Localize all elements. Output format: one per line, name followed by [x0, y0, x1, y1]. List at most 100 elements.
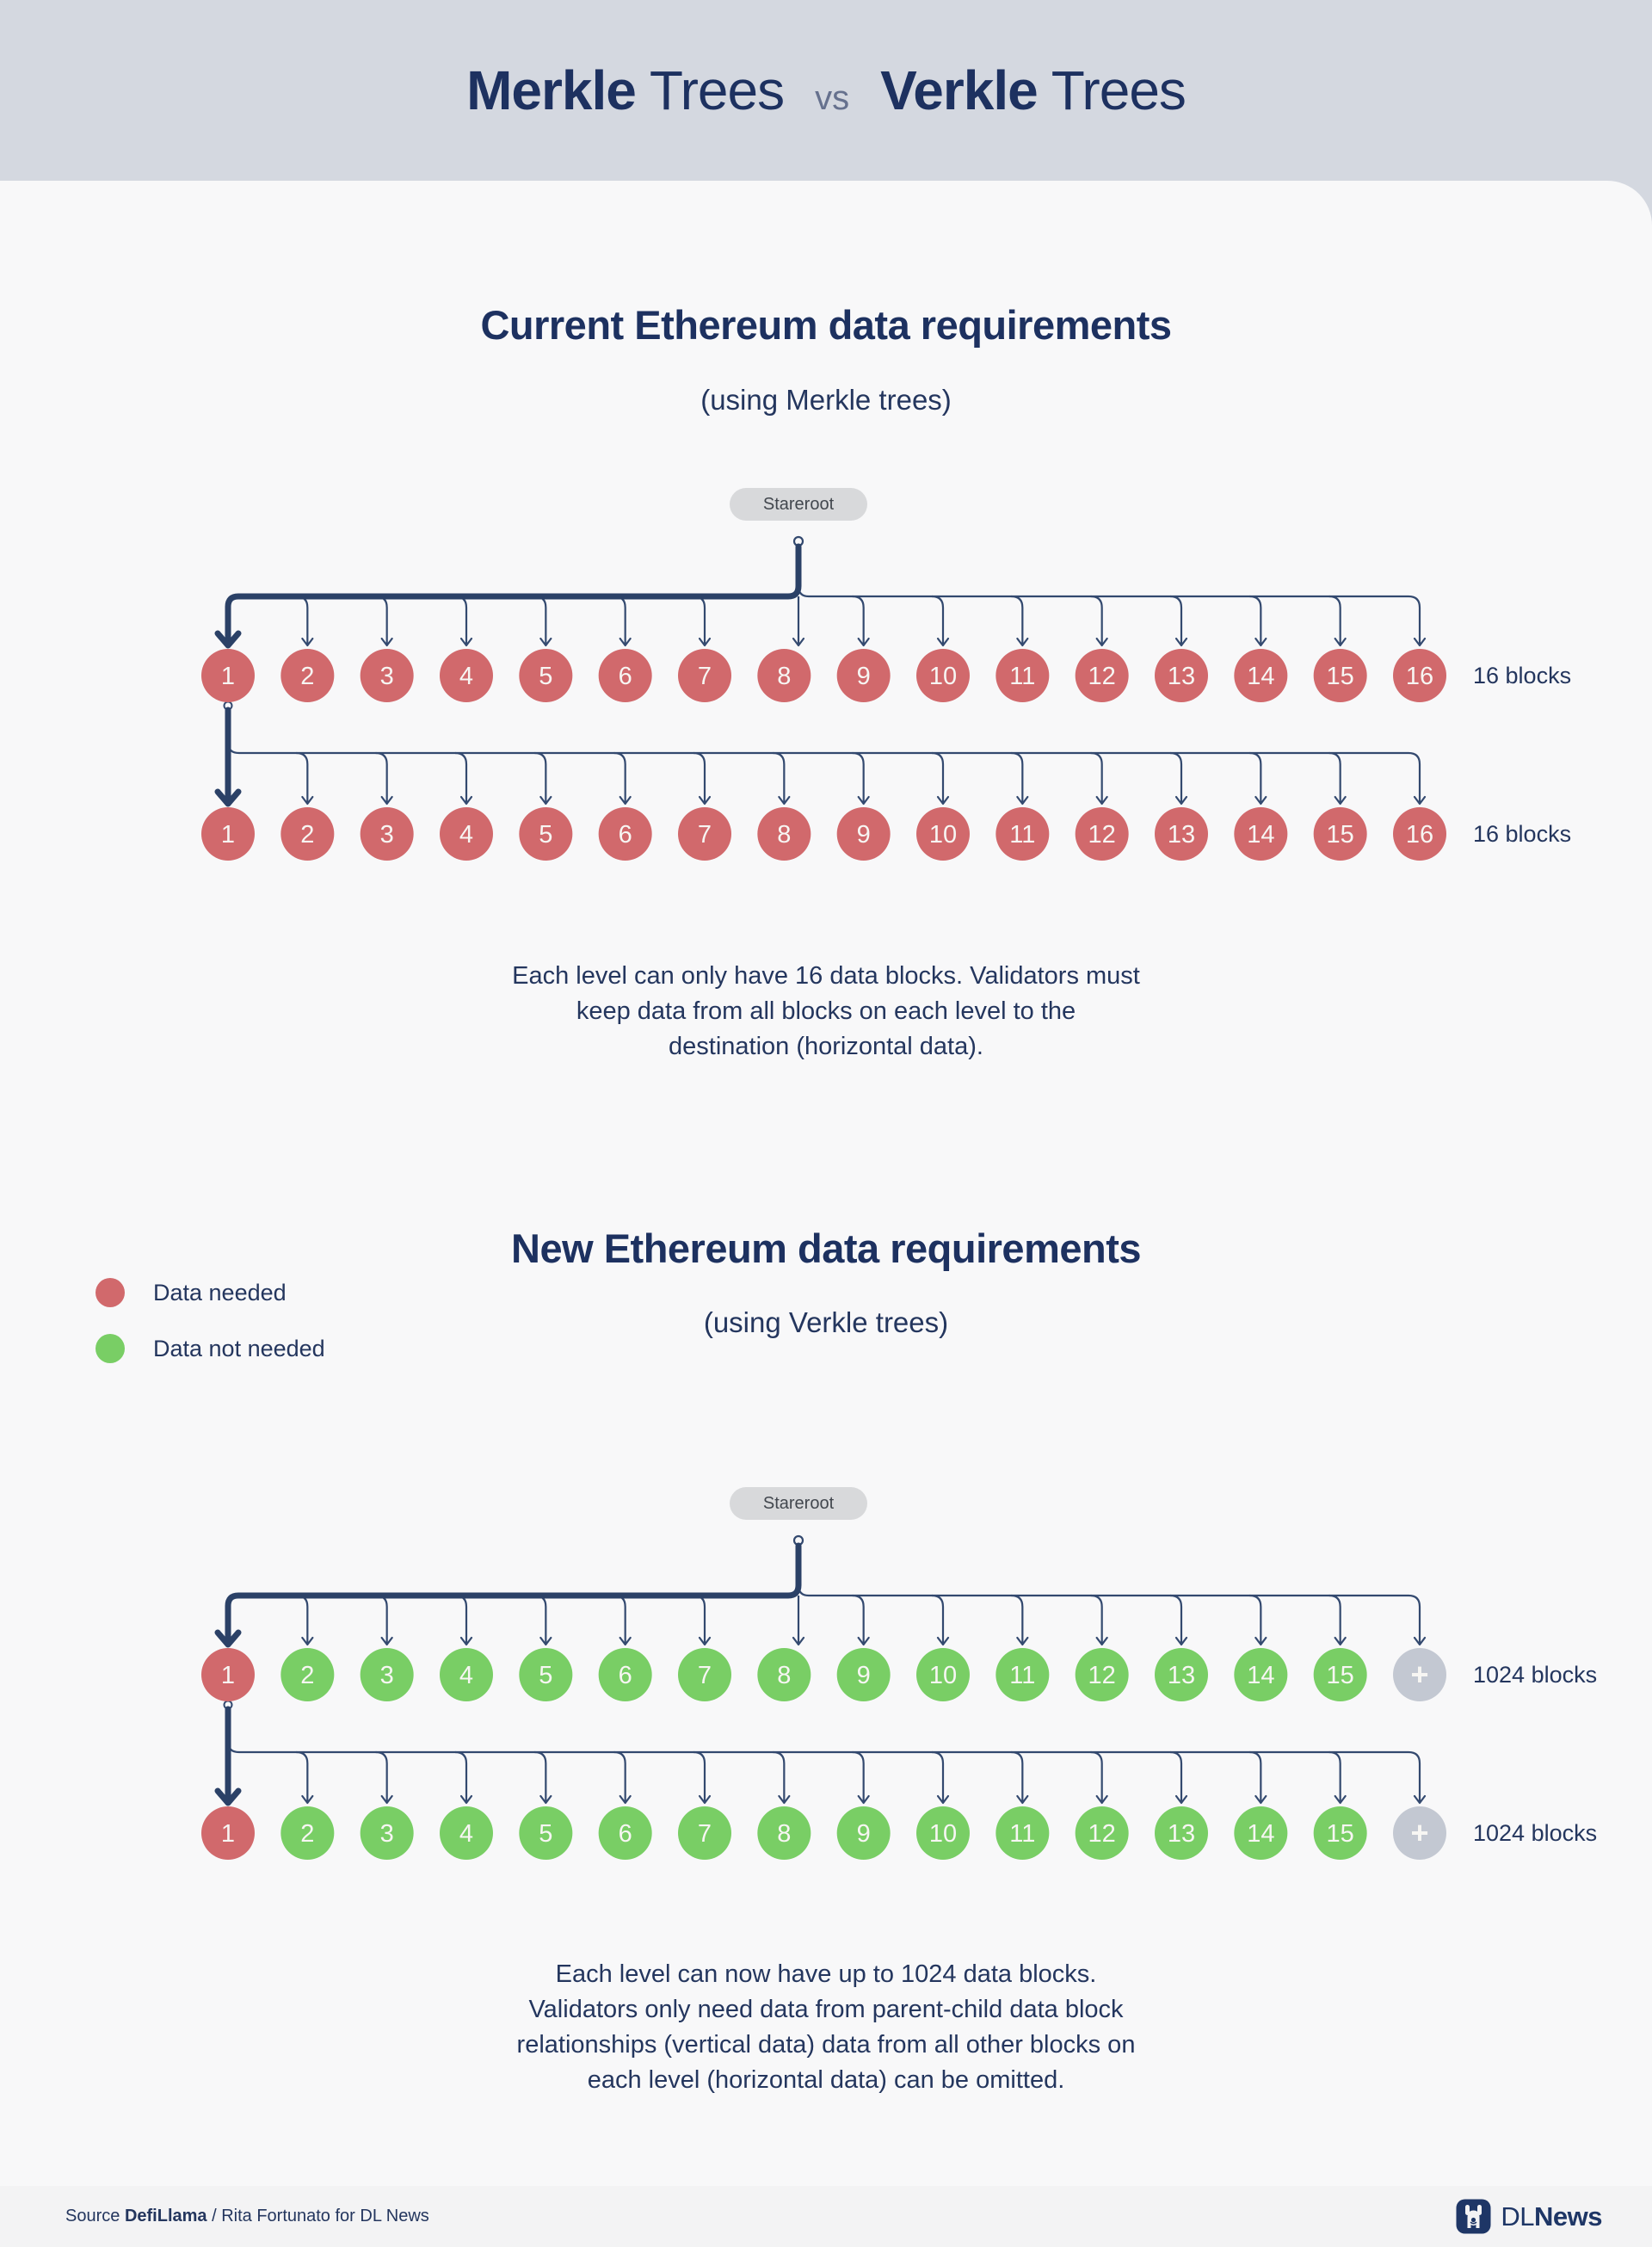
data-block-needed — [1155, 807, 1208, 861]
data-block-not_needed — [916, 1806, 970, 1860]
data-block-label: 10 — [929, 1820, 957, 1848]
arrowhead — [301, 1794, 314, 1805]
data-block-label: 1 — [221, 663, 235, 690]
arrowhead — [301, 637, 314, 647]
arrowhead — [619, 795, 632, 806]
branch-drop — [1328, 595, 1341, 644]
data-block-not_needed — [519, 1806, 573, 1860]
arrowhead — [1174, 1636, 1188, 1646]
data-block-label: 13 — [1168, 1820, 1195, 1848]
row-count-label: 1024 blocks — [1473, 1662, 1597, 1688]
branch-drop — [1249, 1594, 1262, 1643]
branch-drop — [852, 751, 865, 802]
data-block-needed — [1313, 649, 1367, 702]
data-block-not_needed — [360, 1806, 414, 1860]
data-block-needed — [360, 807, 414, 861]
arrowhead — [857, 795, 870, 806]
data-block-label: 10 — [929, 1662, 957, 1689]
data-block-label: 8 — [777, 1820, 791, 1848]
data-block-label: 11 — [1009, 1820, 1035, 1848]
data-block-label: 4 — [459, 1820, 473, 1848]
arrowhead — [698, 795, 712, 806]
data-block-label: 16 — [1406, 663, 1433, 690]
data-block-label: 3 — [380, 663, 394, 690]
description-line: keep data from all blocks on each level … — [576, 997, 1076, 1025]
data-not-needed-dot — [96, 1334, 125, 1363]
data-block-not_needed — [996, 1648, 1050, 1701]
row1-trunk — [797, 585, 1421, 644]
data-block-not_needed — [280, 1648, 335, 1701]
branch-drop — [613, 595, 626, 644]
legend-label: Data not needed — [153, 1335, 325, 1361]
data-block-needed — [1234, 649, 1288, 702]
branch-drop — [375, 1594, 388, 1643]
data-block-not_needed — [440, 1648, 493, 1701]
data-block-label: 14 — [1247, 663, 1274, 690]
branch-drop — [454, 1594, 468, 1643]
description-line: destination (horizontal data). — [669, 1033, 983, 1060]
row1-trunk — [797, 1584, 1421, 1643]
branch-drop — [1011, 1594, 1024, 1643]
arrowhead — [539, 795, 552, 806]
data-block-label: 6 — [619, 1662, 632, 1689]
data-block-label: 12 — [1088, 1662, 1116, 1689]
data-block-needed — [996, 807, 1050, 861]
data-block-label: 14 — [1247, 1820, 1274, 1848]
arrowhead — [301, 795, 314, 806]
data-block-label: 14 — [1247, 821, 1274, 849]
data-block-label: 5 — [539, 1820, 552, 1848]
data-block-needed — [1075, 807, 1129, 861]
arrowhead — [1095, 795, 1108, 806]
stareroot-label: Stareroot — [763, 1494, 835, 1513]
data-block-label: 9 — [857, 663, 871, 690]
brand-wordmark: DLNews — [1501, 2201, 1602, 2232]
footer-band: Source DefiLlama / Rita Fortunato for DL… — [0, 2186, 1652, 2247]
data-block-needed — [360, 649, 414, 702]
data-block-needed — [201, 649, 255, 702]
data-block-not_needed — [519, 1648, 573, 1701]
arrowhead — [539, 1636, 552, 1646]
data-block-label: 11 — [1009, 821, 1035, 849]
arrowhead — [1334, 1794, 1347, 1805]
data-block-not_needed — [280, 1806, 335, 1860]
arrowhead — [1413, 795, 1427, 806]
arrowhead — [936, 1794, 950, 1805]
branch-drop — [1090, 1594, 1103, 1643]
arrowhead — [857, 1794, 870, 1805]
arrowhead — [792, 1636, 805, 1646]
branch-drop — [1249, 1750, 1262, 1801]
data-block-more — [1393, 1648, 1446, 1701]
arrowhead — [1016, 1794, 1029, 1805]
data-block-label: 7 — [698, 1662, 712, 1689]
branch-drop — [773, 1750, 786, 1801]
data-block-label: 3 — [380, 1820, 394, 1848]
arrowhead — [539, 1794, 552, 1805]
data-block-label: 1 — [221, 1662, 235, 1689]
arrowhead — [619, 637, 632, 647]
title-trees-2: Trees — [1051, 59, 1187, 121]
data-block-label: 13 — [1168, 663, 1195, 690]
arrowhead — [459, 637, 473, 647]
data-block-label: 14 — [1247, 1662, 1274, 1689]
data-block-not_needed — [598, 1806, 652, 1860]
branch-drop — [375, 751, 388, 802]
data-block-label: 7 — [698, 821, 712, 849]
source-credit: Source DefiLlama / Rita Fortunato for DL… — [65, 2207, 429, 2226]
branch-drop — [1011, 1750, 1024, 1801]
branch-drop — [1090, 751, 1103, 802]
data-block-label: 2 — [300, 821, 314, 849]
description-line: Each level can only have 16 data blocks.… — [512, 962, 1140, 990]
arrowhead — [1413, 1636, 1427, 1646]
branch-drop — [613, 1594, 626, 1643]
data-block-label: 5 — [539, 821, 552, 849]
branch-drop — [1328, 1750, 1341, 1801]
data-block-label: 16 — [1406, 821, 1433, 849]
stareroot-pill — [730, 1487, 867, 1520]
data-block-needed — [440, 649, 493, 702]
branch-drop — [534, 1594, 547, 1643]
data-block-label: 13 — [1168, 1662, 1195, 1689]
branch-drop — [1169, 595, 1183, 644]
branch-drop — [454, 1750, 468, 1801]
data-block-not_needed — [360, 1648, 414, 1701]
branch-drop — [296, 1750, 309, 1801]
